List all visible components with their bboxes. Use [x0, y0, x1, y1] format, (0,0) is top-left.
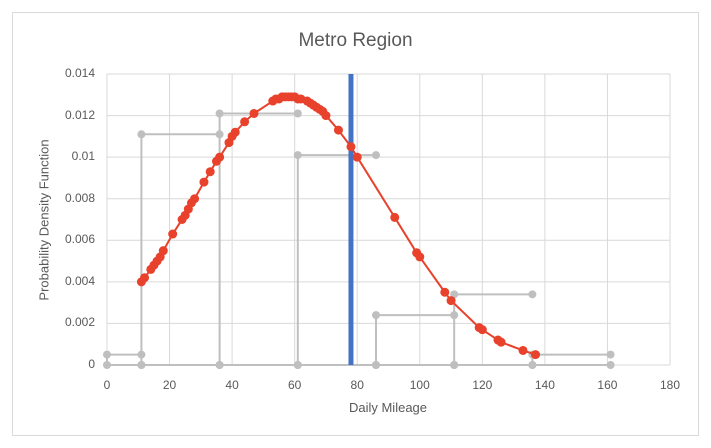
- pdf-marker: [249, 108, 259, 118]
- x-tick-label: 40: [225, 378, 239, 392]
- y-tick-label: 0.014: [64, 66, 95, 80]
- x-tick-label: 180: [659, 378, 681, 392]
- chart-title: Metro Region: [298, 30, 413, 51]
- bin-marker: [371, 311, 380, 320]
- y-tick-label: 0.01: [71, 149, 95, 164]
- bin-marker: [371, 361, 380, 369]
- pdf-marker: [321, 111, 331, 121]
- y-tick-label: 0: [88, 357, 95, 371]
- bin-marker: [450, 361, 459, 369]
- pdf-marker: [205, 167, 215, 177]
- pdf-marker: [199, 177, 209, 187]
- x-tick-label: 160: [597, 378, 618, 392]
- pdf-curve: [140, 95, 536, 356]
- bin-marker: [606, 350, 615, 359]
- bin-marker: [606, 361, 615, 369]
- bin-marker: [371, 151, 380, 160]
- bin-marker: [293, 361, 302, 369]
- x-tick-label: 0: [103, 378, 111, 392]
- bin-marker: [137, 130, 146, 139]
- y-tick-label: 0.004: [64, 273, 95, 288]
- x-tick-label: 60: [287, 378, 302, 392]
- bin-marker: [528, 290, 537, 299]
- pdf-marker: [496, 337, 506, 347]
- bin-marker: [215, 109, 224, 118]
- pdf-marker: [346, 142, 356, 152]
- bin-marker: [137, 350, 146, 359]
- y-tick-label: 0.008: [64, 190, 95, 205]
- pdf-marker: [140, 273, 150, 283]
- pdf-marker: [390, 212, 400, 222]
- y-tick-label: 0.012: [64, 107, 95, 122]
- pdf-marker: [333, 125, 343, 135]
- bin-marker: [215, 130, 224, 139]
- pdf-marker: [240, 117, 250, 127]
- pdf-marker: [158, 246, 168, 256]
- x-tick-label: 100: [409, 378, 430, 392]
- pdf-marker: [415, 252, 425, 262]
- pdf-marker: [477, 325, 487, 335]
- pdf-marker: [440, 287, 450, 297]
- pdf-marker: [215, 152, 225, 162]
- pdf-marker: [446, 296, 456, 306]
- bin-marker: [103, 350, 111, 359]
- pdf-marker: [531, 350, 541, 360]
- x-tick-label: 80: [350, 378, 364, 392]
- pdf-marker: [190, 194, 200, 204]
- pdf-marker: [352, 152, 362, 162]
- bin-marker: [103, 361, 111, 369]
- pdf-marker: [230, 127, 240, 137]
- x-tick-label: 140: [534, 378, 555, 392]
- x-tick-label: 20: [162, 378, 177, 392]
- y-tick-label: 0.006: [64, 232, 95, 247]
- bin-marker: [215, 361, 224, 369]
- bin-marker: [528, 361, 537, 369]
- bin-marker: [293, 109, 302, 118]
- pdf-marker: [518, 345, 528, 355]
- bin-marker: [293, 151, 302, 160]
- bin-marker: [137, 361, 146, 369]
- y-tick-label: 0.002: [64, 315, 95, 330]
- x-axis-label: Daily Mileage: [348, 400, 428, 415]
- bin-marker: [450, 311, 459, 320]
- pdf-marker: [168, 229, 178, 239]
- x-tick-label: 120: [472, 378, 493, 392]
